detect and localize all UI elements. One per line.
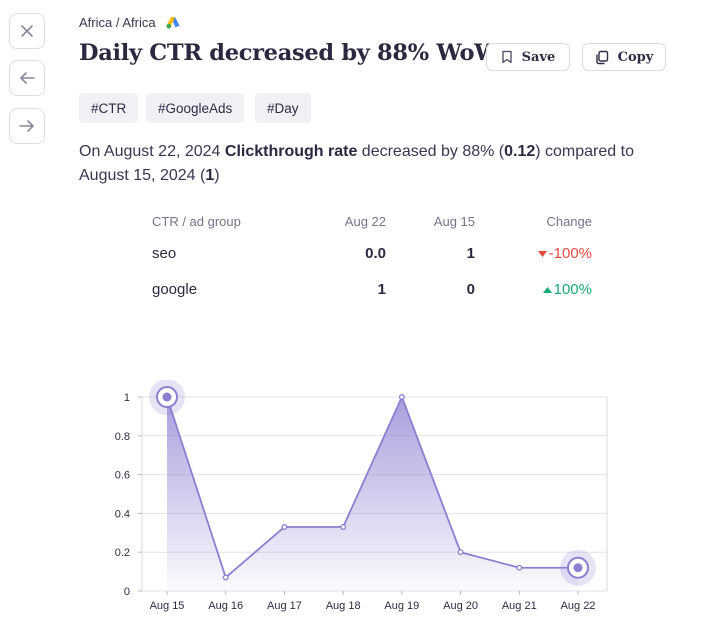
arrow-left-icon bbox=[20, 72, 35, 84]
row-seo-change: -100% bbox=[502, 245, 592, 262]
y-tick-label-3: 0.6 bbox=[115, 470, 130, 482]
tag-day[interactable]: #Day bbox=[255, 93, 311, 123]
y-tick-label-1: 0.2 bbox=[115, 547, 130, 559]
row-google-previous: 0 bbox=[466, 281, 475, 298]
google-ads-icon bbox=[166, 16, 180, 28]
row-google-change-value: 100% bbox=[553, 281, 592, 298]
data-point-0 bbox=[162, 392, 172, 402]
y-tick-label-2: 0.4 bbox=[115, 508, 130, 520]
desc-metric: Clickthrough rate bbox=[224, 143, 358, 160]
y-tick-label-0: 0 bbox=[124, 586, 130, 598]
insight-description: On August 22, 2024 Clickthrough rate dec… bbox=[79, 140, 669, 188]
x-tick-label-3: Aug 18 bbox=[326, 600, 361, 612]
tag-googleads[interactable]: #GoogleAds bbox=[146, 93, 245, 123]
data-point-4 bbox=[398, 394, 405, 400]
copy-icon bbox=[595, 50, 608, 64]
close-button[interactable] bbox=[9, 13, 45, 49]
series-area bbox=[167, 397, 578, 591]
desc-middle2: ) compared to August 15, 2024 ( bbox=[79, 143, 634, 184]
x-tick-label-1: Aug 16 bbox=[208, 600, 243, 612]
table-header-group: CTR / ad group bbox=[152, 214, 241, 229]
x-tick-label-6: Aug 21 bbox=[502, 600, 537, 612]
back-button[interactable] bbox=[9, 60, 45, 96]
desc-previous-value: 1 bbox=[205, 167, 215, 184]
series-line bbox=[166, 396, 578, 579]
copy-label: Copy bbox=[617, 49, 654, 65]
caret-up-icon bbox=[542, 287, 552, 294]
tag-ctr[interactable]: #CTR bbox=[79, 93, 139, 123]
data-point-5 bbox=[457, 549, 464, 556]
row-seo-current: 0.0 bbox=[365, 245, 386, 262]
desc-suffix: ) bbox=[214, 167, 220, 184]
table-header-change: Change bbox=[546, 214, 592, 229]
ctr-area-chart: 0 0.2 0.4 0.6 0.8 1 Aug 15 Aug 16 Aug 17 Aug 18 Au… bbox=[115, 380, 608, 612]
data-point-2 bbox=[281, 524, 288, 530]
row-google-group: google bbox=[152, 281, 198, 298]
row-google-change: 100% bbox=[502, 281, 592, 298]
data-point-1 bbox=[222, 574, 229, 581]
row-seo-previous: 1 bbox=[466, 245, 475, 262]
desc-prefix: On August 22, 2024 bbox=[79, 143, 225, 160]
bookmark-icon bbox=[502, 50, 512, 64]
breadcrumb: Africa / Africa bbox=[79, 13, 180, 31]
x-tick-label-4: Aug 19 bbox=[384, 600, 419, 612]
x-tick-label-2: Aug 17 bbox=[267, 600, 302, 612]
forward-button[interactable] bbox=[9, 108, 45, 144]
x-tick-label-5: Aug 20 bbox=[443, 600, 478, 612]
table-header-previous: Aug 15 bbox=[433, 214, 475, 229]
arrow-right-icon bbox=[19, 120, 34, 132]
data-point-3 bbox=[340, 524, 347, 530]
close-icon bbox=[21, 25, 33, 37]
y-tick-label-5: 1 bbox=[124, 392, 130, 404]
data-point-7 bbox=[573, 563, 583, 573]
page-title: Daily CTR decreased by 88% WoW bbox=[79, 40, 500, 66]
breadcrumb-text[interactable]: Africa / Africa bbox=[79, 14, 156, 30]
data-point-6 bbox=[516, 564, 523, 571]
save-label: Save bbox=[521, 49, 556, 65]
row-seo-group: seo bbox=[152, 245, 177, 262]
row-seo-change-value: -100% bbox=[548, 245, 592, 262]
row-google-current: 1 bbox=[377, 281, 386, 298]
y-tick-label-4: 0.8 bbox=[115, 431, 130, 443]
save-button[interactable]: Save bbox=[486, 43, 570, 71]
desc-middle: decreased by 88% ( bbox=[357, 143, 505, 160]
x-tick-label-7: Aug 22 bbox=[561, 600, 596, 612]
desc-current-value: 0.12 bbox=[504, 143, 536, 160]
table-header-current: Aug 22 bbox=[344, 214, 386, 229]
caret-down-icon bbox=[537, 251, 547, 258]
x-tick-label-0: Aug 15 bbox=[150, 600, 185, 612]
copy-button[interactable]: Copy bbox=[582, 43, 666, 71]
